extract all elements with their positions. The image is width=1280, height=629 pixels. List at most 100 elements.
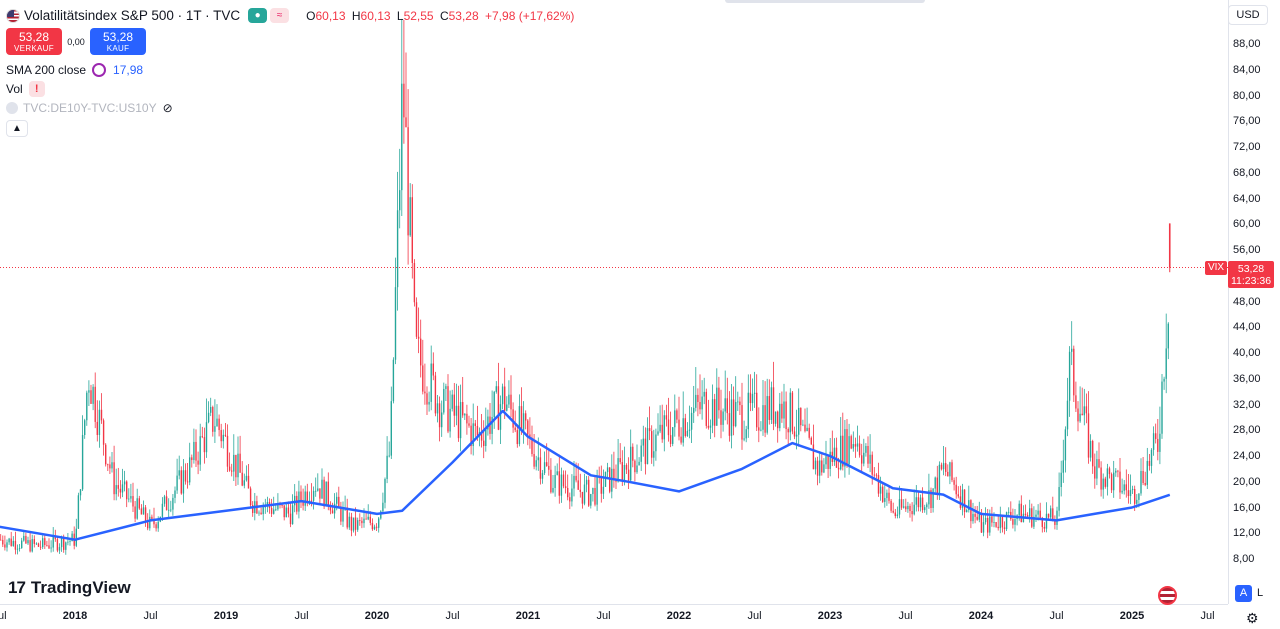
auto-scale-button[interactable]: A: [1235, 585, 1252, 602]
refresh-icon[interactable]: [92, 62, 107, 77]
price-tick-label: 48,00: [1233, 295, 1261, 308]
candle-body: [260, 512, 262, 515]
candle-body: [592, 488, 594, 495]
candle-body: [369, 516, 371, 523]
candle-body: [413, 263, 416, 303]
warning-icon[interactable]: !: [28, 80, 45, 97]
candle-body: [1155, 433, 1157, 439]
candle-body: [354, 517, 357, 530]
candle-body: [697, 394, 699, 403]
candle-body: [1106, 468, 1109, 487]
candle-body: [228, 466, 231, 471]
candle-body: [819, 460, 821, 476]
candle-body: [443, 388, 445, 413]
candle-body: [399, 190, 401, 211]
candle-body: [541, 473, 544, 479]
candle-body: [527, 420, 529, 435]
candle-body: [682, 418, 684, 443]
candle-body: [216, 418, 218, 427]
market-status-icon[interactable]: [1158, 586, 1177, 605]
candle-body: [1008, 511, 1010, 513]
candle-body: [648, 428, 651, 432]
candle-body: [247, 475, 250, 489]
candle-body: [340, 506, 342, 522]
hidden-eye-icon[interactable]: ⊘: [162, 100, 173, 115]
candle-body: [701, 396, 703, 410]
candle-body: [126, 481, 128, 500]
candle-body: [569, 497, 571, 502]
candle-body: [632, 446, 634, 461]
candle-body: [930, 490, 932, 509]
volume-indicator-row[interactable]: Vol !: [6, 79, 577, 98]
candle-body: [420, 338, 422, 366]
candle-body: [294, 495, 296, 506]
candle-body: [109, 464, 111, 469]
candle-body: [300, 491, 302, 502]
log-scale-button[interactable]: L: [1257, 587, 1264, 599]
symbol-title[interactable]: Volatilitätsindex S&P 500 · 1T · TVC: [24, 8, 241, 23]
candle-body: [149, 516, 151, 529]
candle-body: [911, 511, 913, 515]
candle-body: [380, 511, 382, 519]
candle-body: [594, 488, 596, 505]
market-open-icon[interactable]: ●: [248, 8, 268, 23]
candle-body: [1037, 510, 1039, 515]
time-tick-label: Jul: [898, 610, 913, 622]
candle-body: [1062, 460, 1064, 473]
candle-body: [1161, 381, 1163, 434]
tradingview-logo[interactable]: 17 TradingView: [8, 578, 131, 598]
candle-body: [1039, 510, 1041, 518]
price-chart[interactable]: [0, 0, 1228, 604]
candle-body: [718, 387, 720, 411]
candle-body: [373, 526, 376, 530]
candle-body: [590, 494, 592, 506]
candle-body: [1014, 519, 1016, 525]
settings-gear-icon[interactable]: ⚙: [1246, 610, 1259, 626]
candle-body: [388, 455, 390, 457]
candle-body: [829, 451, 831, 469]
candle-body: [693, 407, 695, 413]
candle-body: [558, 471, 560, 496]
candle-body: [58, 547, 61, 551]
candle-body: [12, 540, 14, 546]
collapse-legend-button[interactable]: ▲: [6, 120, 28, 137]
buy-button[interactable]: 53,28 KAUF: [90, 28, 146, 55]
top-drag-handle[interactable]: [725, 0, 925, 3]
candle-body: [623, 465, 626, 481]
candle-body: [816, 460, 819, 476]
candle-body: [968, 500, 970, 511]
candle-body: [405, 117, 407, 128]
candle-body: [407, 127, 409, 236]
candle-body: [840, 435, 842, 470]
time-tick-label: Jul: [1200, 610, 1215, 622]
candle-body: [625, 465, 628, 470]
candle-body: [886, 492, 888, 499]
time-tick-label: Jul: [596, 610, 611, 622]
candle-body: [833, 447, 836, 462]
candle-body: [913, 504, 915, 515]
candle-body: [674, 410, 676, 428]
compare-row[interactable]: TVC:DE10Y-TVC:US10Y ⊘: [6, 98, 577, 117]
candle-body: [464, 413, 466, 416]
candle-body: [659, 424, 661, 432]
currency-selector[interactable]: USD: [1228, 5, 1268, 25]
candle-body: [577, 480, 579, 490]
candle-body: [338, 496, 340, 507]
candle-body: [428, 401, 430, 405]
candle-body: [218, 418, 220, 431]
sma-indicator-row[interactable]: SMA 200 close 17,98: [6, 60, 577, 79]
price-axis[interactable]: [1228, 0, 1280, 604]
candle-body: [737, 401, 739, 403]
candle-body: [157, 521, 159, 529]
candle-body: [726, 398, 728, 414]
candle-body: [875, 474, 878, 476]
time-axis[interactable]: [0, 604, 1228, 629]
price-tick-label: 36,00: [1233, 372, 1261, 385]
candle-body: [903, 506, 905, 508]
candle-body: [1087, 413, 1090, 458]
sell-button[interactable]: 53,28 VERKAUF: [6, 28, 62, 55]
candle-body: [163, 496, 166, 504]
candle-body: [132, 496, 134, 507]
candle-body: [115, 485, 117, 495]
delayed-data-icon[interactable]: ≈: [270, 8, 290, 23]
